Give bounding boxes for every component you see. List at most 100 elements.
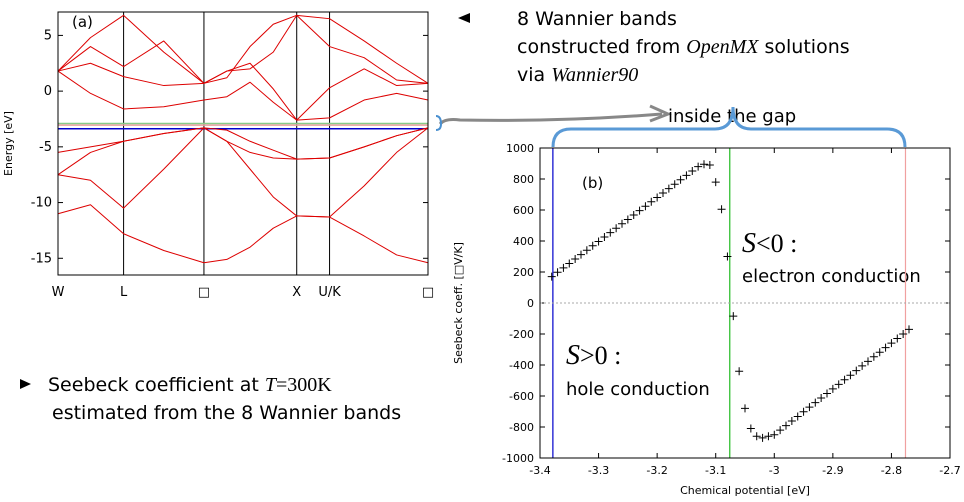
brace — [551, 106, 907, 148]
note-part: Seebeck coefficient at — [48, 374, 265, 396]
data-point — [846, 371, 855, 380]
y-tick-label: -600 — [509, 390, 534, 403]
data-point — [700, 160, 708, 169]
data-point — [565, 259, 574, 268]
x-tick-label: L — [120, 285, 128, 300]
x-tick-label: -3.2 — [646, 464, 667, 477]
data-point — [735, 367, 744, 376]
data-point — [653, 193, 662, 202]
data-point — [635, 206, 644, 215]
note-part: solutions — [758, 36, 849, 58]
y-tick-label: -1000 — [502, 452, 534, 465]
bracket — [435, 115, 443, 131]
data-point — [887, 339, 896, 348]
data-point — [823, 389, 831, 398]
data-point — [764, 432, 773, 441]
sign-symbol: S — [742, 228, 756, 259]
note-part: T — [265, 374, 278, 396]
data-point — [723, 252, 732, 261]
x-axis-label: Chemical potential [eV] — [680, 484, 810, 497]
y-axis-label: Energy [eV] — [2, 111, 15, 176]
band-line — [57, 70, 429, 121]
data-point — [905, 325, 913, 334]
note-line: 8 Wannier bands — [517, 8, 677, 30]
data-point — [787, 416, 796, 425]
data-point — [746, 424, 755, 433]
sign-label: S>0 : — [566, 340, 621, 371]
data-point — [641, 202, 650, 211]
note-part: Wannier90 — [551, 64, 638, 86]
x-tick-label: -2.8 — [881, 464, 902, 477]
data-point — [664, 184, 673, 193]
note-part: via — [517, 64, 551, 86]
x-tick-label: X — [292, 285, 301, 300]
x-tick-label: -3.4 — [529, 464, 550, 477]
sign-relation: <0 : — [756, 229, 797, 258]
data-point — [811, 398, 820, 407]
data-point — [817, 394, 826, 403]
note-part: OpenMX — [686, 36, 759, 58]
band-line — [57, 14, 429, 84]
y-tick-label: -15 — [31, 251, 52, 266]
y-tick-label: 5 — [44, 28, 52, 43]
data-point — [571, 254, 580, 263]
data-point — [623, 215, 632, 224]
data-point — [606, 228, 615, 237]
y-tick-label: -10 — [31, 196, 52, 211]
y-tick-label: 600 — [513, 204, 534, 217]
data-point — [629, 210, 638, 219]
data-point — [864, 357, 872, 366]
data-point — [899, 330, 908, 338]
x-tick-label: -3 — [769, 464, 780, 477]
data-point — [553, 268, 562, 277]
pointer-arrow — [438, 112, 663, 126]
data-point — [618, 219, 626, 228]
note-line: estimated from the 8 Wannier bands — [52, 402, 401, 424]
note-part: =300K — [276, 374, 332, 396]
data-point — [776, 426, 785, 435]
plot-frame — [57, 11, 429, 276]
conduction-label: electron conduction — [742, 266, 921, 287]
data-point — [612, 224, 621, 233]
data-point — [770, 430, 779, 439]
data-point — [834, 380, 843, 389]
y-tick-label: -800 — [509, 421, 534, 434]
y-tick-label: -400 — [509, 359, 534, 372]
data-point — [852, 366, 861, 375]
data-point — [670, 180, 679, 189]
y-tick-label: 0 — [527, 297, 534, 310]
data-point — [858, 361, 867, 370]
note-part: constructed from — [517, 36, 686, 58]
data-point — [729, 312, 738, 321]
sign-label: S<0 : — [742, 228, 797, 259]
data-point — [600, 232, 609, 241]
panel-label: (b) — [582, 174, 603, 192]
x-tick-label: □ — [198, 285, 210, 300]
y-tick-label: -5 — [39, 140, 52, 155]
data-point — [893, 334, 902, 343]
bullet-arrow — [458, 13, 470, 23]
panel-label: (a) — [72, 13, 93, 31]
x-tick-label: -2.9 — [822, 464, 843, 477]
sign-relation: >0 : — [580, 341, 621, 370]
y-tick-label: -200 — [509, 328, 534, 341]
data-point — [805, 403, 814, 412]
note-line: via Wannier90 — [517, 64, 638, 86]
data-point — [828, 384, 837, 393]
data-point — [793, 412, 802, 421]
y-tick-label: 400 — [513, 235, 534, 248]
data-point — [647, 197, 656, 206]
data-point — [688, 166, 697, 175]
band-line — [57, 204, 429, 264]
x-tick-label: □ — [422, 285, 434, 300]
data-point — [659, 188, 667, 197]
data-point — [676, 175, 685, 184]
bullet-arrow — [20, 379, 31, 389]
data-point — [711, 178, 720, 187]
x-tick-label: -2.7 — [939, 464, 960, 477]
data-point — [741, 404, 749, 413]
data-point — [594, 237, 603, 246]
pointer-arrow-head — [649, 104, 672, 123]
sign-symbol: S — [566, 340, 580, 371]
